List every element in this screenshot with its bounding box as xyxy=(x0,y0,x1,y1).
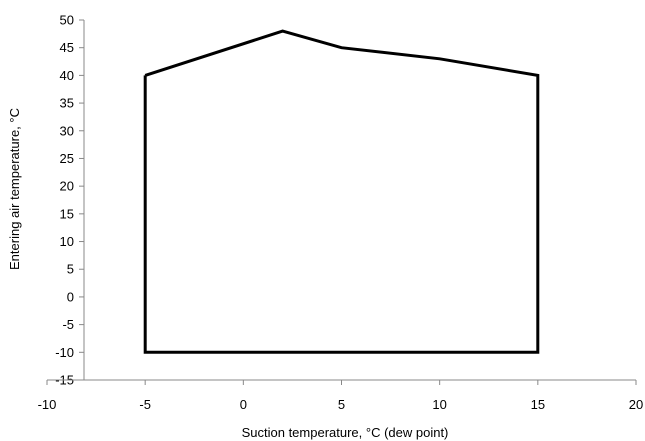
x-axis-ticks: -10 -5 0 5 10 15 20 xyxy=(38,380,643,412)
y-tick-label: 30 xyxy=(60,123,74,138)
x-tick-label: 15 xyxy=(531,397,545,412)
y-tick-label: 10 xyxy=(60,234,74,249)
series-line xyxy=(143,29,540,354)
y-tick-label: 25 xyxy=(60,151,74,166)
x-tick-label: 20 xyxy=(629,397,643,412)
series-group xyxy=(143,29,540,354)
y-tick-label: 45 xyxy=(60,40,74,55)
x-axis-title: Suction temperature, °C (dew point) xyxy=(242,425,449,440)
y-tick-label: 20 xyxy=(60,179,74,194)
x-tick-label: -10 xyxy=(38,397,57,412)
y-tick-label: 15 xyxy=(60,206,74,221)
y-tick-label: -10 xyxy=(55,345,74,360)
x-tick-label: -5 xyxy=(139,397,151,412)
y-tick-label: 50 xyxy=(60,13,74,28)
x-tick-label: 10 xyxy=(432,397,446,412)
y-tick-label: 35 xyxy=(60,96,74,111)
x-tick-label: 0 xyxy=(240,397,247,412)
y-tick-label: 40 xyxy=(60,68,74,83)
y-tick-label: 5 xyxy=(67,262,74,277)
x-tick-label: 5 xyxy=(338,397,345,412)
y-tick-label: -5 xyxy=(62,317,74,332)
y-axis-title: Entering air temperature, °C xyxy=(7,108,22,270)
y-tick-label: 0 xyxy=(67,289,74,304)
